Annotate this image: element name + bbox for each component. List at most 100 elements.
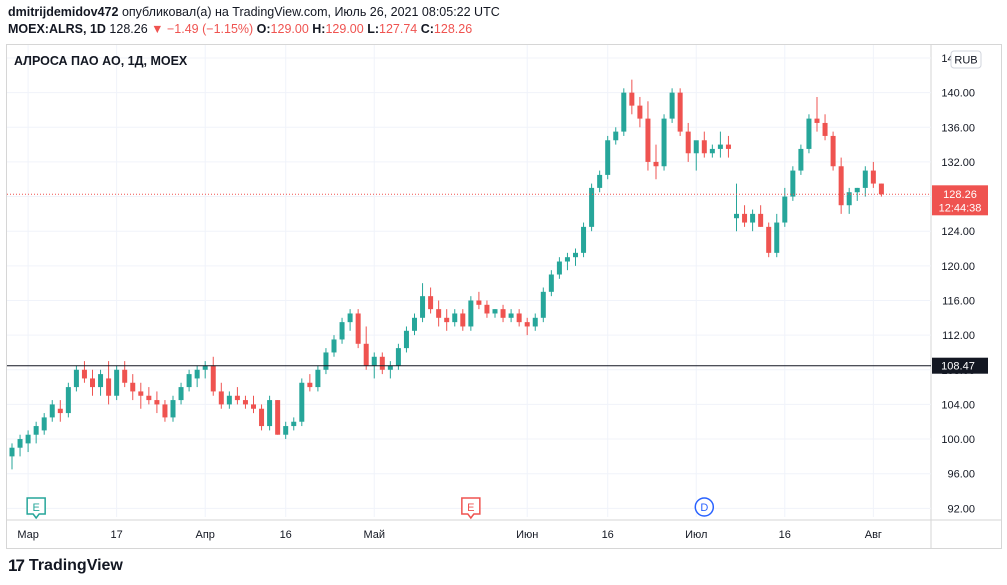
candle[interactable]: [460, 309, 466, 331]
candle[interactable]: [508, 309, 514, 323]
candle[interactable]: [556, 257, 562, 279]
candle[interactable]: [412, 313, 417, 336]
candle[interactable]: [323, 348, 329, 375]
candle[interactable]: [701, 131, 707, 158]
candle[interactable]: [122, 361, 128, 388]
candle[interactable]: [154, 391, 160, 414]
candle[interactable]: [267, 395, 273, 431]
candle[interactable]: [862, 166, 868, 197]
candle[interactable]: [17, 434, 23, 457]
candle[interactable]: [114, 365, 120, 401]
candle[interactable]: [653, 144, 659, 180]
candle[interactable]: [194, 365, 200, 388]
candle[interactable]: [573, 248, 578, 266]
candle[interactable]: [218, 382, 224, 409]
candle[interactable]: [742, 205, 748, 227]
candle[interactable]: [81, 361, 87, 383]
candle[interactable]: [492, 309, 498, 318]
candle[interactable]: [355, 309, 361, 349]
candle[interactable]: [621, 88, 627, 136]
candle[interactable]: [315, 365, 321, 392]
candle[interactable]: [725, 135, 731, 158]
candle[interactable]: [685, 122, 691, 162]
candle[interactable]: [838, 157, 844, 214]
candle[interactable]: [186, 369, 192, 392]
candle[interactable]: [637, 96, 643, 128]
candle[interactable]: [524, 317, 530, 336]
candle[interactable]: [645, 101, 651, 171]
candle[interactable]: [210, 356, 216, 396]
candle[interactable]: [846, 187, 852, 214]
candle[interactable]: [428, 287, 434, 314]
candle[interactable]: [363, 326, 369, 370]
candle[interactable]: [548, 270, 554, 297]
candle[interactable]: [709, 144, 715, 158]
candle[interactable]: [387, 361, 393, 379]
candle[interactable]: [283, 421, 289, 440]
candle[interactable]: [98, 369, 104, 396]
candle[interactable]: [331, 335, 337, 357]
candle[interactable]: [806, 114, 812, 154]
candle[interactable]: [73, 365, 79, 392]
candle[interactable]: [242, 395, 248, 409]
candle[interactable]: [597, 170, 603, 193]
author-name[interactable]: dmitrijdemidov472: [8, 5, 119, 19]
candle[interactable]: [758, 205, 764, 227]
candle[interactable]: [661, 114, 667, 171]
candle[interactable]: [162, 400, 168, 422]
candle[interactable]: [782, 187, 788, 227]
candle[interactable]: [677, 88, 683, 136]
candle[interactable]: [581, 222, 587, 258]
candle[interactable]: [57, 400, 63, 422]
earnings-marker[interactable]: E: [461, 497, 481, 520]
candle[interactable]: [693, 140, 699, 171]
candle[interactable]: [766, 222, 772, 258]
candle[interactable]: [41, 413, 47, 435]
candle[interactable]: [65, 382, 71, 418]
candle[interactable]: [452, 309, 458, 327]
candle[interactable]: [854, 187, 860, 201]
candle[interactable]: [613, 127, 619, 145]
candle[interactable]: [299, 378, 305, 427]
candle[interactable]: [484, 300, 490, 318]
candle[interactable]: [33, 421, 39, 444]
candle[interactable]: [403, 326, 409, 353]
candle[interactable]: [170, 395, 176, 422]
candle[interactable]: [629, 79, 635, 115]
candle[interactable]: [178, 382, 184, 405]
candle[interactable]: [589, 183, 595, 232]
candle[interactable]: [259, 404, 265, 431]
candle[interactable]: [9, 443, 15, 470]
dividend-marker[interactable]: D: [694, 497, 715, 517]
candle[interactable]: [234, 387, 240, 405]
candle[interactable]: [814, 96, 820, 132]
candle[interactable]: [468, 296, 474, 331]
candle[interactable]: [25, 430, 31, 453]
candle[interactable]: [564, 252, 570, 271]
candle[interactable]: [251, 395, 256, 414]
candle[interactable]: [49, 400, 55, 422]
candle[interactable]: [339, 317, 345, 344]
candle[interactable]: [476, 291, 482, 310]
candle[interactable]: [90, 369, 95, 396]
candle[interactable]: [798, 144, 804, 175]
candle[interactable]: [605, 135, 611, 180]
candle[interactable]: [669, 88, 675, 123]
candle[interactable]: [750, 209, 756, 232]
candle[interactable]: [774, 213, 780, 258]
candle[interactable]: [500, 304, 506, 323]
candle[interactable]: [226, 391, 232, 409]
candle[interactable]: [379, 352, 385, 375]
footer-brand[interactable]: 17 TradingView: [8, 556, 123, 576]
candle[interactable]: [275, 400, 281, 435]
candle[interactable]: [717, 131, 723, 158]
candle[interactable]: [130, 374, 136, 401]
candle[interactable]: [878, 183, 884, 197]
candle[interactable]: [291, 417, 297, 431]
candle[interactable]: [436, 300, 442, 327]
candle[interactable]: [790, 166, 796, 201]
candle[interactable]: [734, 183, 739, 232]
candle[interactable]: [444, 309, 450, 331]
candle[interactable]: [146, 387, 152, 405]
